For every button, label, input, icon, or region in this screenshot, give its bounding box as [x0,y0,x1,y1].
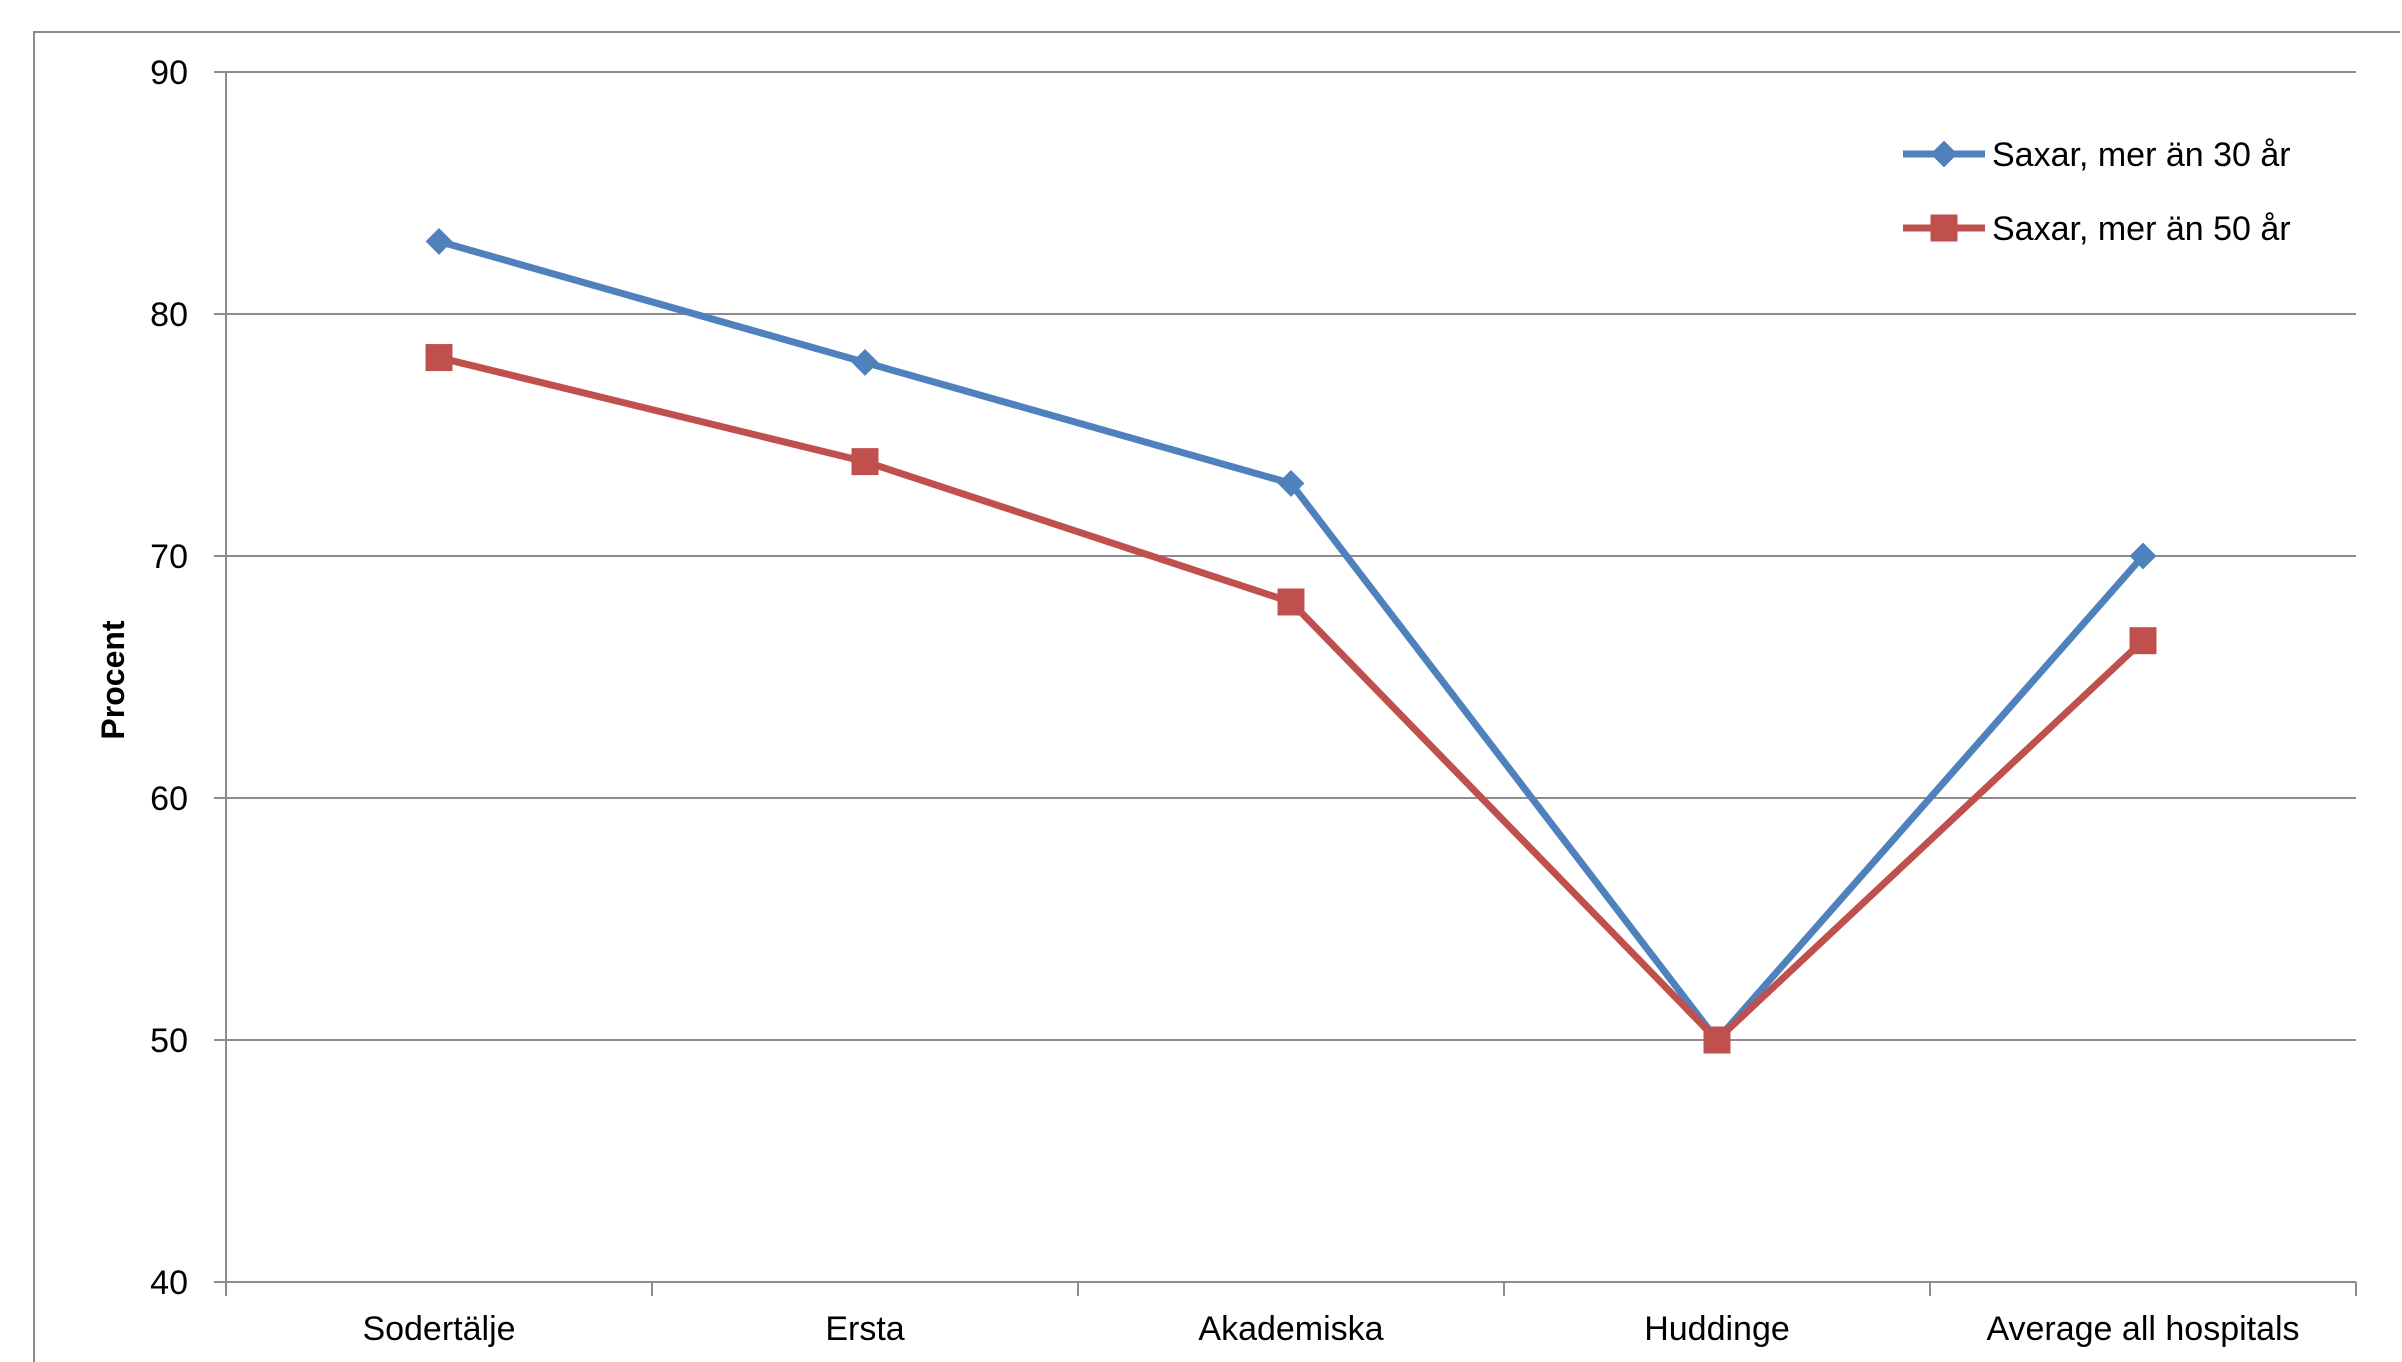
x-tick-label: Akademiska [1198,1310,1383,1348]
series-lines [425,227,2157,1054]
legend-marker [1930,214,1958,242]
data-point [425,344,453,372]
data-point [2129,627,2157,655]
y-tick-label: 40 [150,1264,188,1302]
chart-frame [33,31,2400,1362]
data-point [425,227,453,255]
data-point [851,448,879,476]
gridlines [226,71,2356,1041]
legend-marker [1930,140,1958,168]
legend-entry: Saxar, mer än 30 år [1903,136,2291,174]
legend-entry: Saxar, mer än 50 år [1903,210,2291,248]
series-2 [425,344,2157,1054]
y-tick-label: 70 [150,538,188,576]
data-point [1277,469,1305,497]
series-line [438,238,2146,1044]
y-axis-title: Procent [95,620,131,739]
y-tick-label: 80 [150,296,188,334]
y-tick-label: 90 [150,54,188,92]
data-point [1703,1026,1731,1054]
data-point [1277,588,1305,616]
series-line [438,354,2146,1044]
legend-label: Saxar, mer än 50 år [1992,210,2291,248]
y-tick-label: 60 [150,780,188,818]
axes: 40 50 60 70 80 90 Sodertälje Ersta Akademiska Hud… [150,54,2357,1348]
y-tick-label: 50 [150,1022,188,1060]
x-tick-label: Sodertälje [362,1310,515,1348]
x-tick-label: Average all hospitals [1986,1310,2299,1348]
legend-label: Saxar, mer än 30 år [1992,136,2291,174]
legend: Saxar, mer än 30 år Saxar, mer än 50 år [1903,136,2291,248]
series-1 [425,227,2157,1054]
data-point [2129,542,2157,570]
x-tick-label: Ersta [825,1310,904,1348]
x-tick-label: Huddinge [1644,1310,1790,1348]
data-point [851,348,879,376]
